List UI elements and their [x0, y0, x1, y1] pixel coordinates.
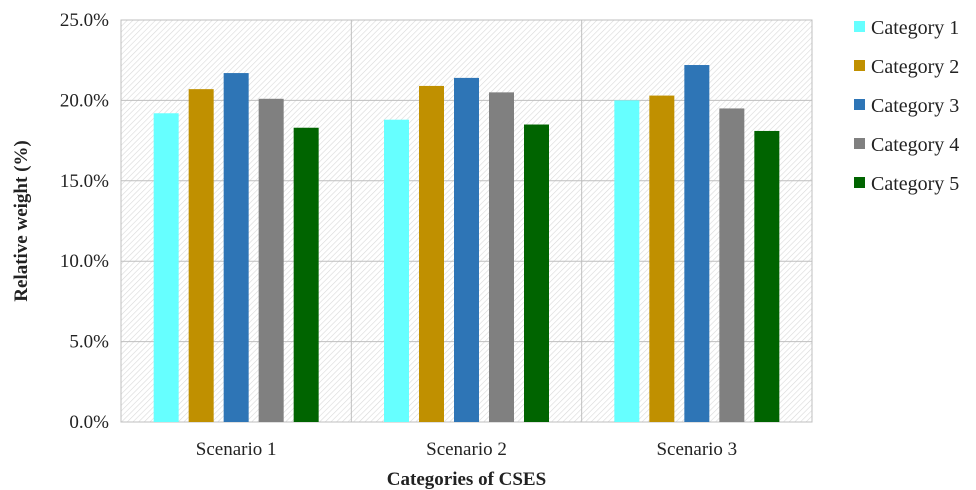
- y-axis-title: Relative weight (%): [11, 140, 32, 301]
- legend-swatch: [854, 177, 865, 188]
- bar: [293, 127, 319, 423]
- bar: [614, 100, 640, 423]
- bar: [223, 73, 249, 423]
- x-axis-title: Categories of CSES: [387, 469, 546, 490]
- y-tick-label: 0.0%: [69, 412, 109, 433]
- bar: [258, 98, 284, 423]
- bar: [684, 65, 710, 423]
- bar: [524, 124, 549, 423]
- bars: [153, 65, 780, 423]
- legend-swatch: [854, 138, 865, 149]
- legend: Category 1 Category 2 Category 3 Category 4…: [854, 17, 959, 195]
- bar: [384, 119, 409, 423]
- legend-label: Category 4: [871, 134, 959, 156]
- bar: [489, 92, 514, 423]
- legend-label: Category 5: [871, 173, 959, 195]
- bar: [719, 108, 745, 422]
- y-tick-label: 10.0%: [60, 251, 109, 272]
- legend-label: Category 1: [871, 17, 959, 39]
- bar: [454, 77, 479, 422]
- legend-swatch: [854, 99, 865, 110]
- bar: [419, 85, 444, 422]
- bar: [754, 130, 780, 422]
- legend-swatch: [854, 21, 865, 32]
- x-axis-ticks: Scenario 1 Scenario 2 Scenario 3: [196, 439, 737, 460]
- bar: [153, 113, 179, 422]
- legend-label: Category 2: [871, 56, 959, 78]
- bar: [649, 95, 675, 423]
- x-tick-label: Scenario 2: [426, 439, 507, 460]
- y-tick-label: 15.0%: [60, 171, 109, 192]
- y-tick-label: 25.0%: [60, 10, 109, 31]
- y-tick-label: 20.0%: [60, 90, 109, 111]
- legend-swatch: [854, 60, 865, 71]
- legend-label: Category 3: [871, 95, 959, 117]
- y-axis-ticks: 0.0% 5.0% 10.0% 15.0% 20.0% 25.0%: [60, 10, 109, 433]
- y-tick-label: 5.0%: [69, 332, 109, 353]
- bar: [188, 89, 214, 423]
- x-tick-label: Scenario 1: [196, 439, 277, 460]
- x-tick-label: Scenario 3: [656, 439, 737, 460]
